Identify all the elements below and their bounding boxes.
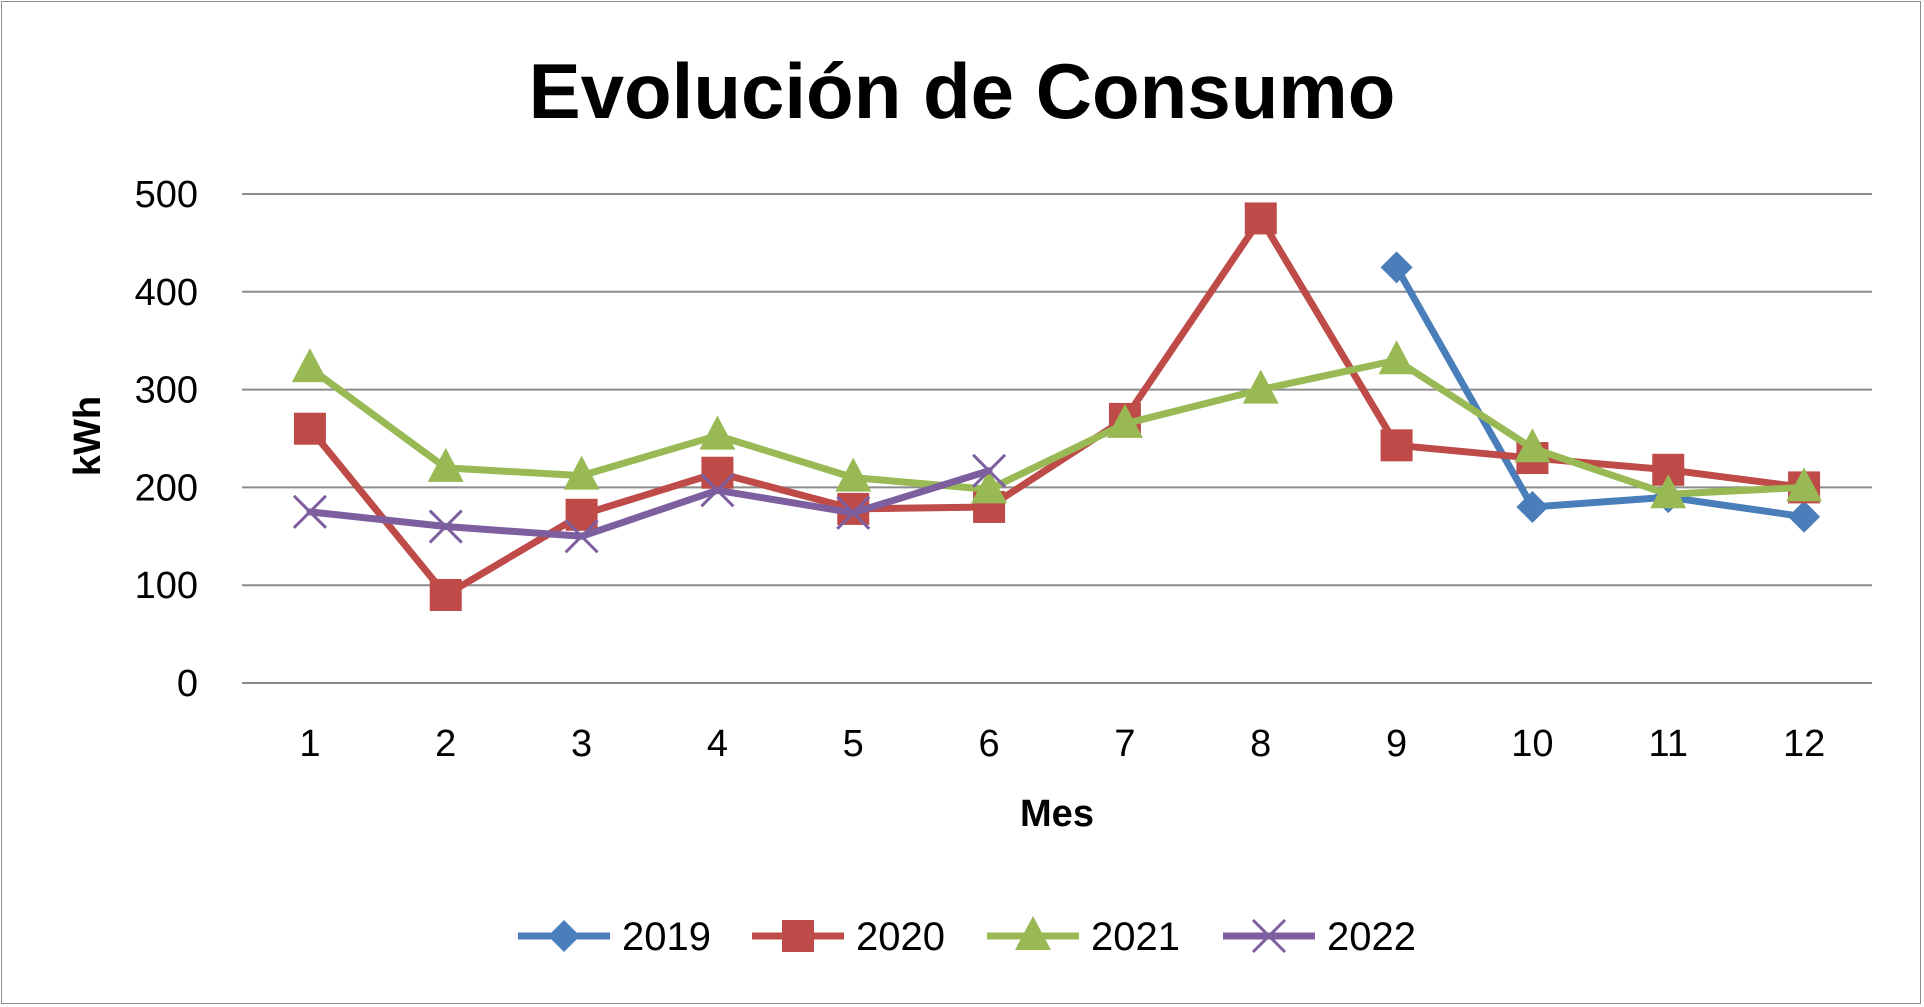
data-point-2021-8 xyxy=(1242,369,1279,404)
legend-item-2019: 2019 xyxy=(518,915,711,959)
y-tick-label: 400 xyxy=(135,272,198,314)
legend-marker xyxy=(548,920,580,952)
y-axis-label: kWh xyxy=(67,396,109,476)
data-point-2022-4 xyxy=(700,473,735,508)
data-point-2022-2 xyxy=(428,509,463,544)
data-point-2021-4 xyxy=(699,415,736,450)
legend-item-2022: 2022 xyxy=(1223,915,1416,959)
series-2022 xyxy=(292,453,1007,554)
legend-marker xyxy=(1015,916,1051,950)
data-point-2020-4 xyxy=(701,456,734,489)
data-point-2021-6 xyxy=(971,469,1008,504)
data-point-2022-1 xyxy=(292,494,327,529)
series-line-2022 xyxy=(306,467,993,540)
x-tick-label: 8 xyxy=(1250,723,1271,765)
series-2020 xyxy=(293,202,1821,611)
x-tick-label: 11 xyxy=(1649,723,1688,765)
x-tick-label: 10 xyxy=(1511,723,1553,765)
series-layer xyxy=(291,202,1823,611)
data-point-2020-2 xyxy=(429,578,462,611)
legend-item-2021: 2021 xyxy=(987,915,1180,959)
y-tick-label: 300 xyxy=(135,370,198,412)
legend-item-2020: 2020 xyxy=(752,915,945,959)
series-line-2019 xyxy=(1393,263,1808,521)
data-point-2021-2 xyxy=(427,447,464,482)
y-tick-label: 500 xyxy=(135,174,198,216)
series-2019 xyxy=(1380,251,1821,533)
data-point-2021-1 xyxy=(291,348,328,383)
legend: 2019 2020 2021 2022 xyxy=(518,915,1416,959)
data-point-2022-3 xyxy=(564,519,599,554)
x-tick-label: 12 xyxy=(1783,723,1825,765)
data-point-2020-8 xyxy=(1244,202,1277,235)
data-point-2020-1 xyxy=(293,412,326,445)
x-tick-label: 1 xyxy=(299,723,320,765)
data-point-2021-12 xyxy=(1786,467,1823,502)
data-point-2021-10 xyxy=(1514,428,1551,463)
data-point-2020-9 xyxy=(1380,429,1413,462)
legend-label: 2019 xyxy=(622,915,711,959)
data-point-2021-3 xyxy=(563,455,600,490)
gridlines xyxy=(242,193,1872,684)
data-point-2021-7 xyxy=(1106,403,1143,438)
legend-label: 2022 xyxy=(1327,915,1416,959)
x-tick-label: 2 xyxy=(435,723,456,765)
legend-marker xyxy=(1251,918,1287,954)
y-tick-label: 200 xyxy=(135,467,198,509)
y-axis-ticks: 0 100 200 300 400 500 xyxy=(135,174,198,705)
x-tick-label: 5 xyxy=(843,723,864,765)
data-point-2021-5 xyxy=(835,457,872,492)
chart-title: Evolución de Consumo xyxy=(529,47,1396,135)
y-tick-label: 100 xyxy=(135,565,198,607)
series-line-2020 xyxy=(306,214,1808,599)
x-tick-label: 7 xyxy=(1114,723,1135,765)
data-point-2021-11 xyxy=(1650,474,1687,509)
y-tick-label: 0 xyxy=(177,663,198,705)
x-tick-label: 6 xyxy=(979,723,1000,765)
data-point-2021-9 xyxy=(1378,340,1415,375)
data-point-2019-10 xyxy=(1516,490,1549,523)
data-point-2022-6 xyxy=(972,453,1007,488)
data-point-2019-12 xyxy=(1788,500,1821,533)
data-point-2022-5 xyxy=(836,495,871,530)
series-2021 xyxy=(291,340,1823,509)
x-tick-label: 3 xyxy=(571,723,592,765)
x-tick-label: 9 xyxy=(1386,723,1407,765)
series-line-2021 xyxy=(306,356,1808,498)
legend-label: 2021 xyxy=(1091,915,1180,959)
data-point-2019-9 xyxy=(1380,251,1413,284)
x-axis-ticks: 1 2 3 4 5 6 7 8 9 10 11 12 xyxy=(299,723,1825,765)
legend-marker xyxy=(782,920,814,952)
x-axis-label: Mes xyxy=(1020,793,1094,835)
x-tick-label: 4 xyxy=(707,723,728,765)
legend-label: 2020 xyxy=(856,915,945,959)
